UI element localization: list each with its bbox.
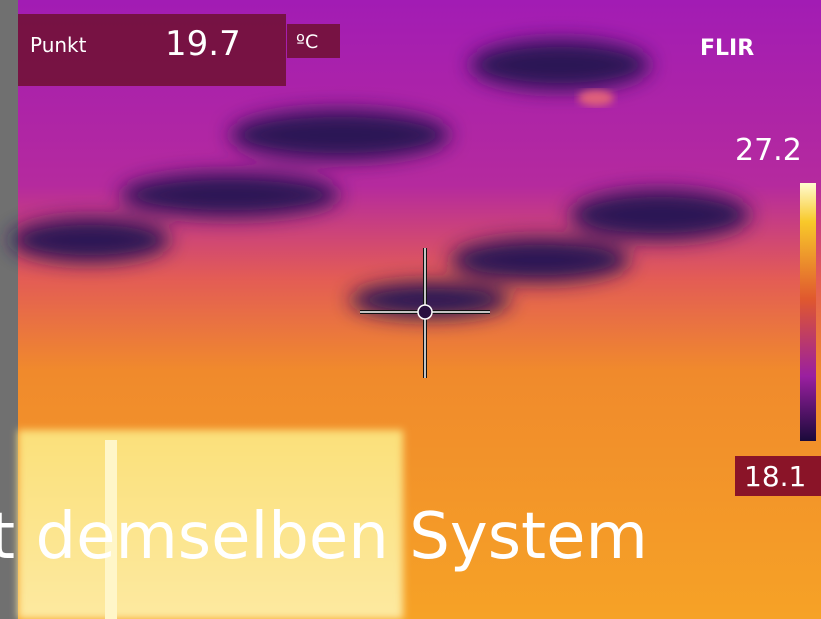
crosshair-center [418,305,432,319]
brand: FLIR [700,36,754,61]
color-bar [800,183,816,441]
measure-unit: ºC [296,31,318,53]
scale-min: 18.1 [744,460,806,493]
page: Punkt 19.7 ºC FLIR 27.2 18.1 t demselben… [0,0,821,619]
slide: Punkt 19.7 ºC FLIR 27.2 18.1 t demselben… [0,0,821,619]
measure-value: 19.7 [165,24,241,64]
scale-max: 27.2 [735,133,802,168]
caption: t demselben System [0,500,648,574]
warm-spot [578,90,614,106]
measure-label: Punkt [30,33,87,57]
